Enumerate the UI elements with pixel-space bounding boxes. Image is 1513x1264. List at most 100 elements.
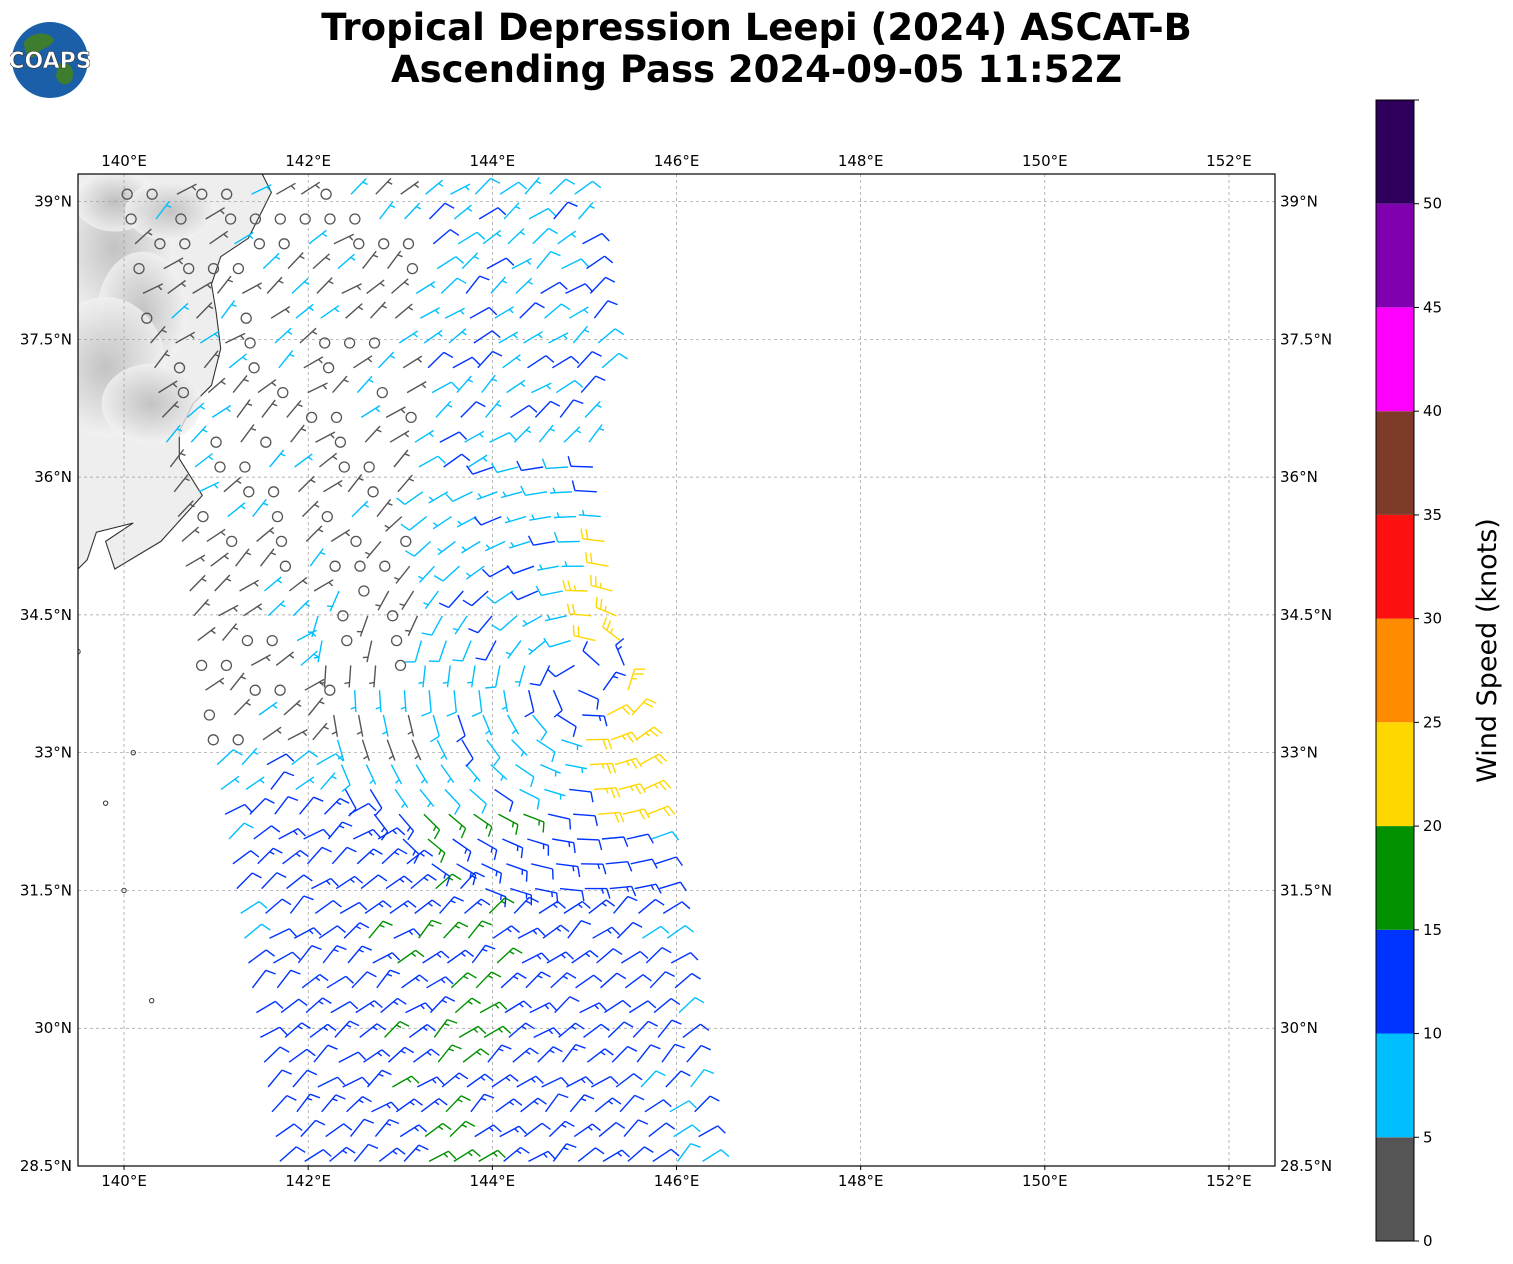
wind-barb	[597, 328, 625, 344]
wind-barb	[445, 1095, 471, 1113]
wind-barb-flag	[569, 819, 572, 830]
wind-barb-half-flag	[176, 428, 183, 432]
wind-barb-staff	[477, 615, 493, 634]
wind-barb-half-flag	[189, 503, 195, 508]
wind-barb-flag	[525, 1022, 535, 1030]
wind-barb	[582, 641, 600, 666]
wind-barb	[613, 895, 638, 914]
wind-barb	[377, 827, 406, 840]
wind-barb	[345, 303, 364, 319]
wind-barb	[527, 535, 556, 546]
wind-barb	[450, 972, 477, 989]
wind-barb	[510, 404, 538, 418]
wind-barb-flag	[600, 598, 603, 610]
wind-barb	[559, 887, 585, 902]
wind-barb	[322, 945, 347, 964]
wind-barb-half-flag	[629, 786, 634, 792]
wind-barb-staff	[375, 177, 392, 195]
wind-barb-staff	[315, 431, 336, 443]
wind-barb	[524, 177, 542, 195]
lon-tick-label-top: 152°E	[1206, 152, 1252, 170]
wind-barb-flag	[518, 181, 528, 190]
wind-barb-half-flag	[356, 285, 362, 291]
land-layer	[78, 174, 273, 1004]
wind-barb-flag	[264, 797, 275, 804]
calm-wind-marker	[379, 560, 391, 572]
wind-barb-staff	[200, 330, 220, 344]
wind-barb-staff	[602, 626, 621, 642]
wind-barb	[553, 531, 580, 543]
wind-barb-flag	[720, 1149, 730, 1158]
wind-barb	[577, 1147, 605, 1162]
wind-barb-staff	[423, 813, 440, 831]
wind-barb-half-flag	[208, 305, 214, 310]
wind-barb-half-flag	[546, 614, 551, 620]
wind-barb-half-flag	[189, 334, 195, 339]
wind-barb-staff	[227, 502, 246, 518]
wind-barb	[486, 590, 514, 604]
wind-barb-flag	[465, 1120, 476, 1128]
wind-barb-half-flag	[358, 306, 364, 311]
wind-barb	[506, 863, 528, 882]
wind-barb-staff	[486, 739, 501, 758]
wind-barb-flag	[607, 739, 613, 750]
wind-barb-staff	[511, 739, 528, 756]
wind-barb-staff	[331, 846, 348, 865]
wind-barb-half-flag	[525, 429, 532, 434]
wind-barb-staff	[431, 381, 452, 394]
wind-barb	[510, 590, 539, 601]
wind-barb-staff	[366, 279, 385, 294]
wind-barb-half-flag	[403, 903, 409, 908]
wind-barb-staff	[337, 253, 355, 270]
wind-barb-staff	[287, 728, 308, 741]
wind-barb	[232, 850, 260, 865]
wind-barb-half-flag	[428, 496, 434, 501]
wind-barb	[609, 885, 637, 897]
wind-barb-flag	[361, 945, 372, 951]
wind-barb-half-flag	[289, 353, 295, 358]
wind-barb-flag	[553, 709, 563, 718]
wind-barb-flag	[671, 1019, 682, 1025]
wind-barb	[289, 895, 314, 914]
wind-barb	[276, 182, 296, 195]
wind-barb-staff	[241, 282, 263, 295]
wind-barb	[381, 848, 408, 865]
wind-barb-half-flag	[309, 779, 315, 784]
wind-barb	[262, 726, 282, 741]
wind-barb-staff	[520, 1097, 539, 1113]
wind-barb-half-flag	[500, 894, 502, 901]
wind-barb-flag	[566, 603, 571, 614]
wind-barb	[356, 848, 383, 865]
wind-barb-half-flag	[400, 1050, 406, 1054]
wind-barb	[431, 863, 451, 887]
wind-barb-half-flag	[363, 755, 369, 760]
wind-barb-flag	[308, 750, 319, 758]
wind-barb-staff	[400, 180, 420, 195]
wind-barb-flag	[301, 1022, 311, 1029]
wind-barb	[512, 1047, 539, 1063]
wind-barb-staff	[293, 927, 315, 939]
wind-barb-staff	[576, 351, 593, 369]
wind-barb	[362, 250, 379, 270]
wind-barb-half-flag	[598, 427, 605, 431]
wind-barb-staff	[506, 863, 528, 872]
wind-barb-flag	[570, 355, 580, 364]
wind-barb-staff	[471, 944, 486, 964]
wind-barb-flag	[295, 1146, 306, 1153]
wind-barb	[470, 1093, 495, 1113]
colorbar-tick-label: 25	[1423, 713, 1442, 731]
wind-barb	[416, 1076, 445, 1088]
wind-barb-staff	[214, 574, 231, 592]
wind-barb-flag	[382, 900, 392, 908]
wind-barb-staff	[322, 945, 338, 964]
wind-barb-staff	[314, 900, 334, 914]
wind-barb-half-flag	[231, 303, 237, 308]
wind-barb-flag	[567, 580, 572, 591]
wind-barb-staff	[454, 997, 473, 1014]
wind-barb	[377, 351, 396, 369]
wind-barb	[531, 863, 554, 880]
wind-barb	[544, 1093, 569, 1113]
calm-wind-marker	[179, 238, 191, 250]
wind-barb-staff	[436, 739, 448, 760]
